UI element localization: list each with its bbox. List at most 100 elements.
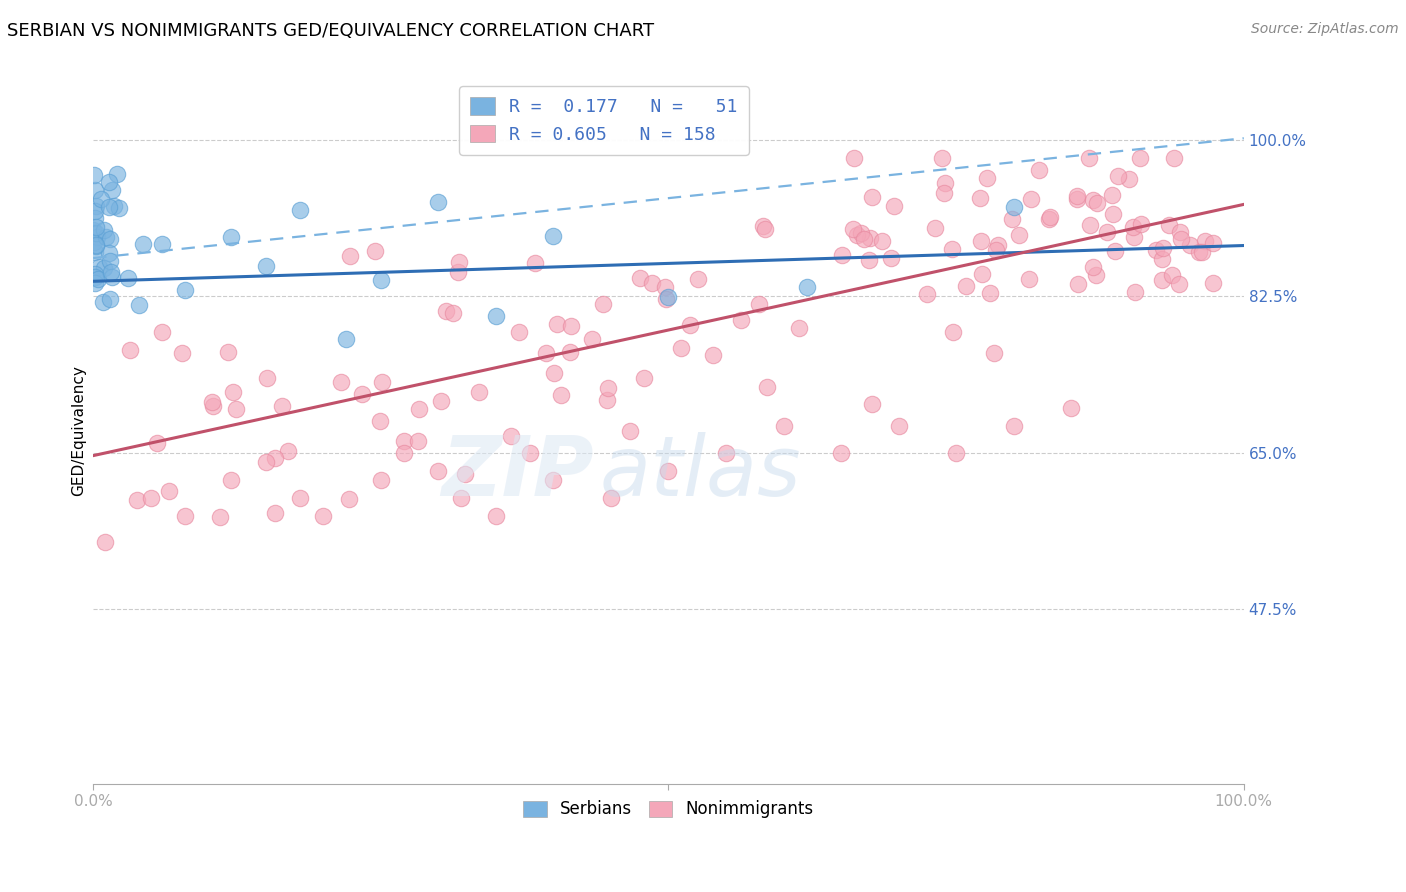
Point <box>748 297 770 311</box>
Point <box>1118 172 1140 186</box>
Point <box>93 535 115 549</box>
Point <box>84 226 107 240</box>
Point <box>628 270 651 285</box>
Point <box>1170 232 1192 246</box>
Point <box>858 252 880 267</box>
Point <box>976 171 998 186</box>
Point <box>371 375 394 389</box>
Point <box>1001 212 1024 227</box>
Point <box>931 151 953 165</box>
Point <box>1144 243 1167 257</box>
Point <box>523 255 546 269</box>
Point <box>468 385 491 400</box>
Point <box>1038 212 1060 227</box>
Point <box>1060 401 1083 416</box>
Point <box>84 237 107 252</box>
Point <box>485 309 508 323</box>
Point <box>256 371 278 385</box>
Point <box>150 325 173 339</box>
Point <box>845 228 868 243</box>
Y-axis label: GED/Equivalency: GED/Equivalency <box>72 365 86 496</box>
Point <box>98 200 121 214</box>
Point <box>592 297 614 311</box>
Point <box>1102 207 1125 221</box>
Point <box>83 276 105 290</box>
Point <box>787 321 810 335</box>
Point <box>934 176 956 190</box>
Text: SERBIAN VS NONIMMIGRANTS GED/EQUIVALENCY CORRELATION CHART: SERBIAN VS NONIMMIGRANTS GED/EQUIVALENCY… <box>7 22 654 40</box>
Point <box>125 493 148 508</box>
Point <box>201 394 224 409</box>
Point <box>90 193 112 207</box>
Point <box>1130 217 1153 231</box>
Point <box>1187 245 1209 260</box>
Point <box>1150 252 1173 266</box>
Point <box>983 346 1005 360</box>
Point <box>883 199 905 213</box>
Point <box>174 283 197 297</box>
Point <box>1007 227 1029 242</box>
Point <box>754 221 776 235</box>
Point <box>970 234 993 248</box>
Point <box>392 446 415 460</box>
Point <box>508 325 530 339</box>
Point <box>619 424 641 438</box>
Point <box>277 444 299 458</box>
Point <box>702 348 724 362</box>
Point <box>842 222 865 236</box>
Point <box>392 434 415 448</box>
Point <box>1028 162 1050 177</box>
Point <box>335 332 357 346</box>
Point <box>87 272 110 286</box>
Point <box>924 220 946 235</box>
Point <box>368 414 391 428</box>
Point <box>93 261 115 276</box>
Point <box>91 295 114 310</box>
Point <box>1066 192 1088 206</box>
Point <box>1202 276 1225 290</box>
Point <box>83 203 105 218</box>
Point <box>945 446 967 460</box>
Point <box>93 223 115 237</box>
Point <box>139 491 162 505</box>
Point <box>1157 218 1180 232</box>
Point <box>853 232 876 246</box>
Point <box>107 201 129 215</box>
Point <box>364 244 387 258</box>
Point <box>654 280 676 294</box>
Point <box>987 238 1010 252</box>
Point <box>339 249 361 263</box>
Point <box>430 393 453 408</box>
Point <box>546 317 568 331</box>
Point <box>657 464 679 478</box>
Point <box>174 508 197 523</box>
Point <box>1066 188 1088 202</box>
Point <box>1107 169 1129 183</box>
Point <box>1101 188 1123 202</box>
Point <box>330 375 353 389</box>
Point <box>128 298 150 312</box>
Point <box>1039 210 1062 224</box>
Point <box>83 268 105 282</box>
Point <box>89 260 111 275</box>
Point <box>1168 277 1191 292</box>
Point <box>1081 260 1104 274</box>
Point <box>408 401 430 416</box>
Point <box>1191 245 1213 260</box>
Point <box>84 220 107 235</box>
Point <box>120 343 142 357</box>
Point <box>1163 151 1185 165</box>
Point <box>98 175 121 189</box>
Point <box>941 242 963 256</box>
Point <box>600 491 623 505</box>
Point <box>83 235 105 250</box>
Point <box>831 248 853 262</box>
Point <box>290 202 312 217</box>
Point <box>219 473 242 487</box>
Point <box>84 199 107 213</box>
Point <box>917 287 939 301</box>
Point <box>534 346 557 360</box>
Point <box>86 230 108 244</box>
Point <box>312 508 335 523</box>
Point <box>101 183 124 197</box>
